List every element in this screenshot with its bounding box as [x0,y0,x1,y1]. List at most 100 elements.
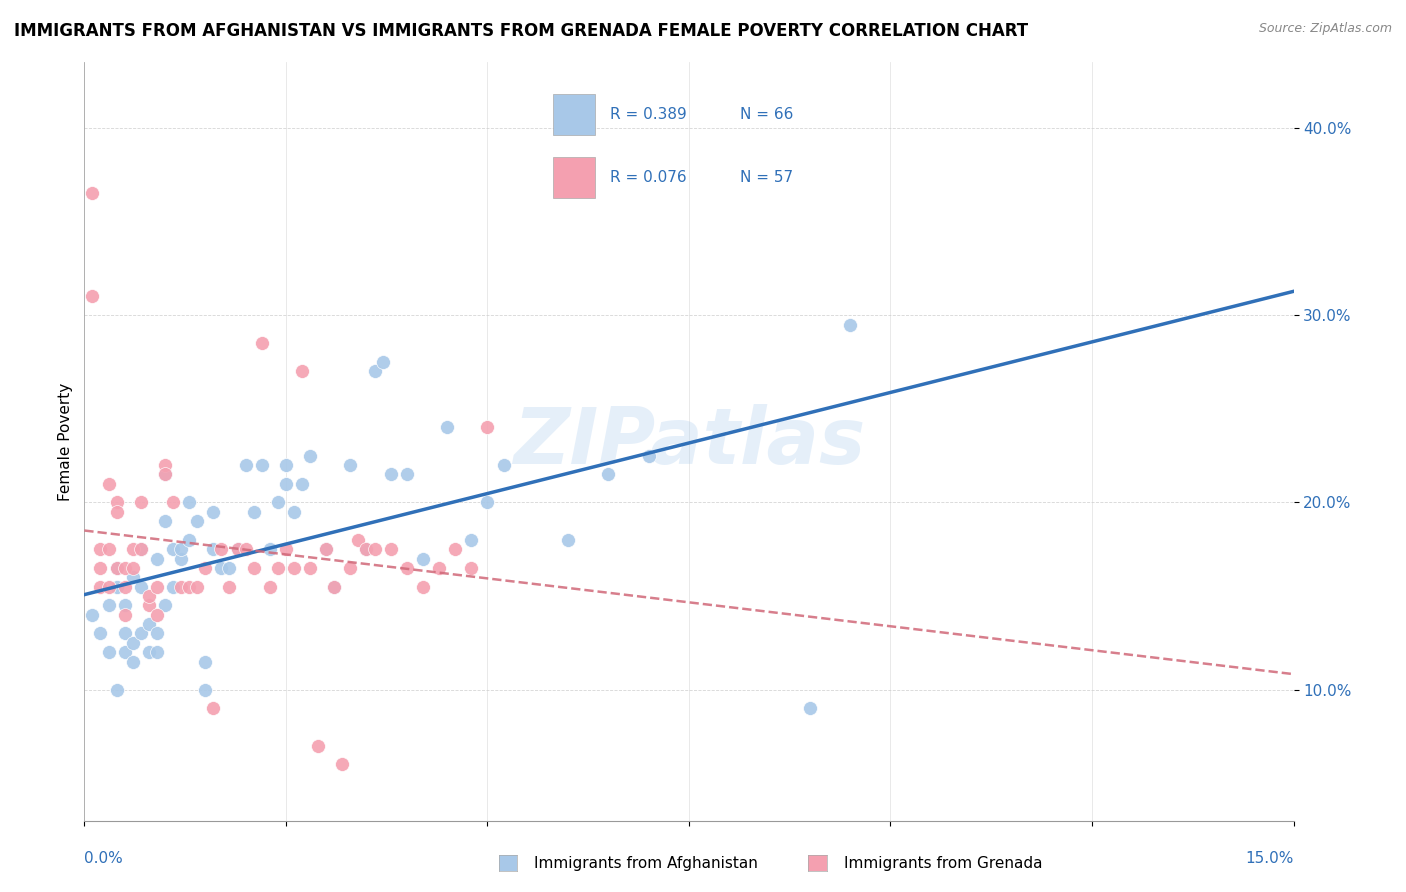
Point [194,682,217,697]
Point [427,561,450,575]
Point [299,449,322,463]
Point [105,561,128,575]
Point [179,580,201,594]
Point [97,599,120,613]
Point [194,655,217,669]
Point [138,599,160,613]
Point [274,542,297,557]
Point [202,542,225,557]
Point [146,551,169,566]
Point [218,580,240,594]
Point [114,645,136,659]
Point [179,533,201,547]
Point [170,542,193,557]
Point [477,420,499,434]
Text: 15.0%: 15.0% [1246,851,1294,866]
Point [598,467,620,482]
Point [121,561,143,575]
Point [179,495,201,509]
Point [114,561,136,575]
Point [186,514,208,528]
Point [291,476,314,491]
Text: Immigrants from Afghanistan: Immigrants from Afghanistan [534,856,758,871]
Point [146,580,169,594]
Point [307,739,329,753]
Point [339,561,361,575]
Text: ZIPatlas: ZIPatlas [513,403,865,480]
Point [363,364,385,378]
Point [105,580,128,594]
Point [315,542,337,557]
Point [89,561,111,575]
Point [129,542,152,557]
Point [395,561,418,575]
Point [105,682,128,697]
Point [153,599,176,613]
Point [82,607,104,622]
Point [89,542,111,557]
Point [138,617,160,632]
Point [250,458,273,472]
Point [371,355,394,369]
Point [114,626,136,640]
Point [274,476,297,491]
Point [153,458,176,472]
Point [283,505,305,519]
Point [202,505,225,519]
Point [218,561,240,575]
Point [89,626,111,640]
Point [209,542,232,557]
Point [162,580,184,594]
Point [436,420,458,434]
Point [153,467,176,482]
Point [250,336,273,351]
Point [339,458,361,472]
Point [121,542,143,557]
Point [356,542,378,557]
Point [299,561,322,575]
Point [226,542,249,557]
Point [153,514,176,528]
Point [97,580,120,594]
Point [637,449,659,463]
Point [395,467,418,482]
Point [146,626,169,640]
Point [114,580,136,594]
Point [170,551,193,566]
Y-axis label: Female Poverty: Female Poverty [58,383,73,500]
Point [444,542,467,557]
Point [839,318,862,332]
Point [82,186,104,201]
Point [315,542,337,557]
Point [323,580,346,594]
Point [105,561,128,575]
Point [267,495,290,509]
Point [129,542,152,557]
Point [202,701,225,715]
Point [226,542,249,557]
Point [291,364,314,378]
Point [82,289,104,303]
Point [557,533,579,547]
Point [89,580,111,594]
Text: 0.0%: 0.0% [84,851,124,866]
Point [347,533,370,547]
Text: IMMIGRANTS FROM AFGHANISTAN VS IMMIGRANTS FROM GRENADA FEMALE POVERTY CORRELATIO: IMMIGRANTS FROM AFGHANISTAN VS IMMIGRANT… [14,22,1028,40]
Point [283,561,305,575]
Point [274,458,297,472]
Point [363,542,385,557]
Point [235,542,257,557]
Point [209,561,232,575]
Point [146,607,169,622]
Point [380,467,402,482]
Point [235,458,257,472]
Point [186,580,208,594]
Point [162,542,184,557]
Point [242,561,264,575]
Text: Source: ZipAtlas.com: Source: ZipAtlas.com [1258,22,1392,36]
Point [129,626,152,640]
Point [460,533,482,547]
Point [356,542,378,557]
Point [97,542,120,557]
Point [194,561,217,575]
